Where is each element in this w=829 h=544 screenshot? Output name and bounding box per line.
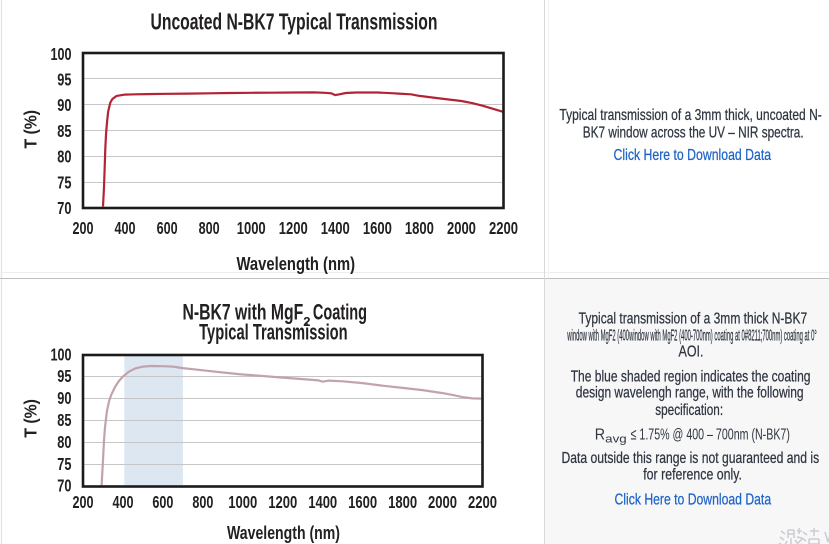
- svg-text:75: 75: [57, 172, 71, 192]
- svg-text:80: 80: [57, 147, 71, 167]
- svg-text:1200: 1200: [279, 218, 308, 238]
- svg-text:400: 400: [115, 218, 136, 238]
- svg-text:N-BK7 with MgF: N-BK7 with MgF: [183, 300, 304, 325]
- svg-text:T (%): T (%): [21, 110, 41, 149]
- svg-text:70: 70: [57, 476, 71, 496]
- svg-text:90: 90: [57, 388, 71, 408]
- svg-text:100: 100: [51, 44, 72, 64]
- svg-text:Click Here to Download Data: Click Here to Download Data: [615, 491, 772, 508]
- svg-text:1400: 1400: [321, 218, 350, 238]
- svg-text:AOI.: AOI.: [679, 344, 704, 361]
- svg-text:Click Here to Download Data: Click Here to Download Data: [614, 147, 772, 164]
- svg-text:T (%): T (%): [21, 399, 41, 438]
- svg-text:2000: 2000: [447, 218, 476, 238]
- svg-text:100: 100: [51, 344, 72, 364]
- svg-text:window with MgF2 (400window wi: window with MgF2 (400window with MgF2 (4…: [567, 328, 817, 345]
- svg-text:85: 85: [57, 410, 71, 430]
- svg-text:400: 400: [112, 492, 133, 512]
- svg-text:1600: 1600: [348, 492, 377, 512]
- svg-text:1800: 1800: [388, 492, 417, 512]
- svg-text:90: 90: [57, 95, 71, 115]
- svg-text:1200: 1200: [268, 492, 297, 512]
- svg-text:1600: 1600: [363, 218, 392, 238]
- svg-text:Wavelength (nm): Wavelength (nm): [227, 523, 340, 543]
- svg-text:600: 600: [152, 492, 173, 512]
- svg-text:The blue shaded region indicat: The blue shaded region indicates the coa…: [571, 369, 811, 386]
- svg-text:80: 80: [57, 432, 71, 452]
- svg-text:Typical transmission of a 3mm: Typical transmission of a 3mm thick, unc…: [559, 107, 821, 124]
- svg-text:85: 85: [57, 121, 71, 141]
- svg-text:≤ 1.75% @ 400 – 700nm (N-BK7): ≤ 1.75% @ 400 – 700nm (N-BK7): [631, 426, 790, 443]
- svg-text:2: 2: [303, 314, 310, 329]
- svg-text:Uncoated N-BK7 Typical Transmi: Uncoated N-BK7 Typical Transmission: [151, 9, 438, 35]
- svg-text:70: 70: [57, 198, 71, 218]
- svg-text:2200: 2200: [468, 492, 497, 512]
- svg-text:BK7 window across the UV – NIR: BK7 window across the UV – NIR spectra.: [583, 124, 804, 141]
- svg-text:design wavelengh range, with t: design wavelengh range, with the followi…: [576, 385, 804, 402]
- svg-text:200: 200: [73, 492, 94, 512]
- svg-text:Data outside this range is not: Data outside this range is not guarantee…: [561, 450, 819, 467]
- svg-text:Typical transmission of a 3mm: Typical transmission of a 3mm thick N-BK…: [579, 310, 808, 327]
- svg-text:1000: 1000: [237, 218, 266, 238]
- svg-text:R: R: [595, 426, 605, 443]
- svg-text:95: 95: [57, 366, 71, 386]
- svg-text:2200: 2200: [489, 218, 518, 238]
- svg-text:for reference only.: for reference only.: [643, 466, 742, 483]
- svg-text:800: 800: [192, 492, 213, 512]
- svg-text:1400: 1400: [308, 492, 337, 512]
- svg-text:200: 200: [73, 218, 94, 238]
- svg-text:avg: avg: [605, 433, 627, 445]
- svg-text:2000: 2000: [428, 492, 457, 512]
- svg-text:1000: 1000: [228, 492, 257, 512]
- svg-text:95: 95: [57, 70, 71, 90]
- svg-text:800: 800: [199, 218, 220, 238]
- svg-text:Typical Transmission: Typical Transmission: [199, 320, 348, 345]
- svg-text:600: 600: [157, 218, 178, 238]
- svg-text:75: 75: [57, 454, 71, 474]
- svg-text:1800: 1800: [405, 218, 434, 238]
- svg-text:Coating: Coating: [313, 300, 367, 325]
- svg-text:Wavelength (nm): Wavelength (nm): [237, 254, 356, 274]
- svg-text:specification:: specification:: [655, 402, 723, 419]
